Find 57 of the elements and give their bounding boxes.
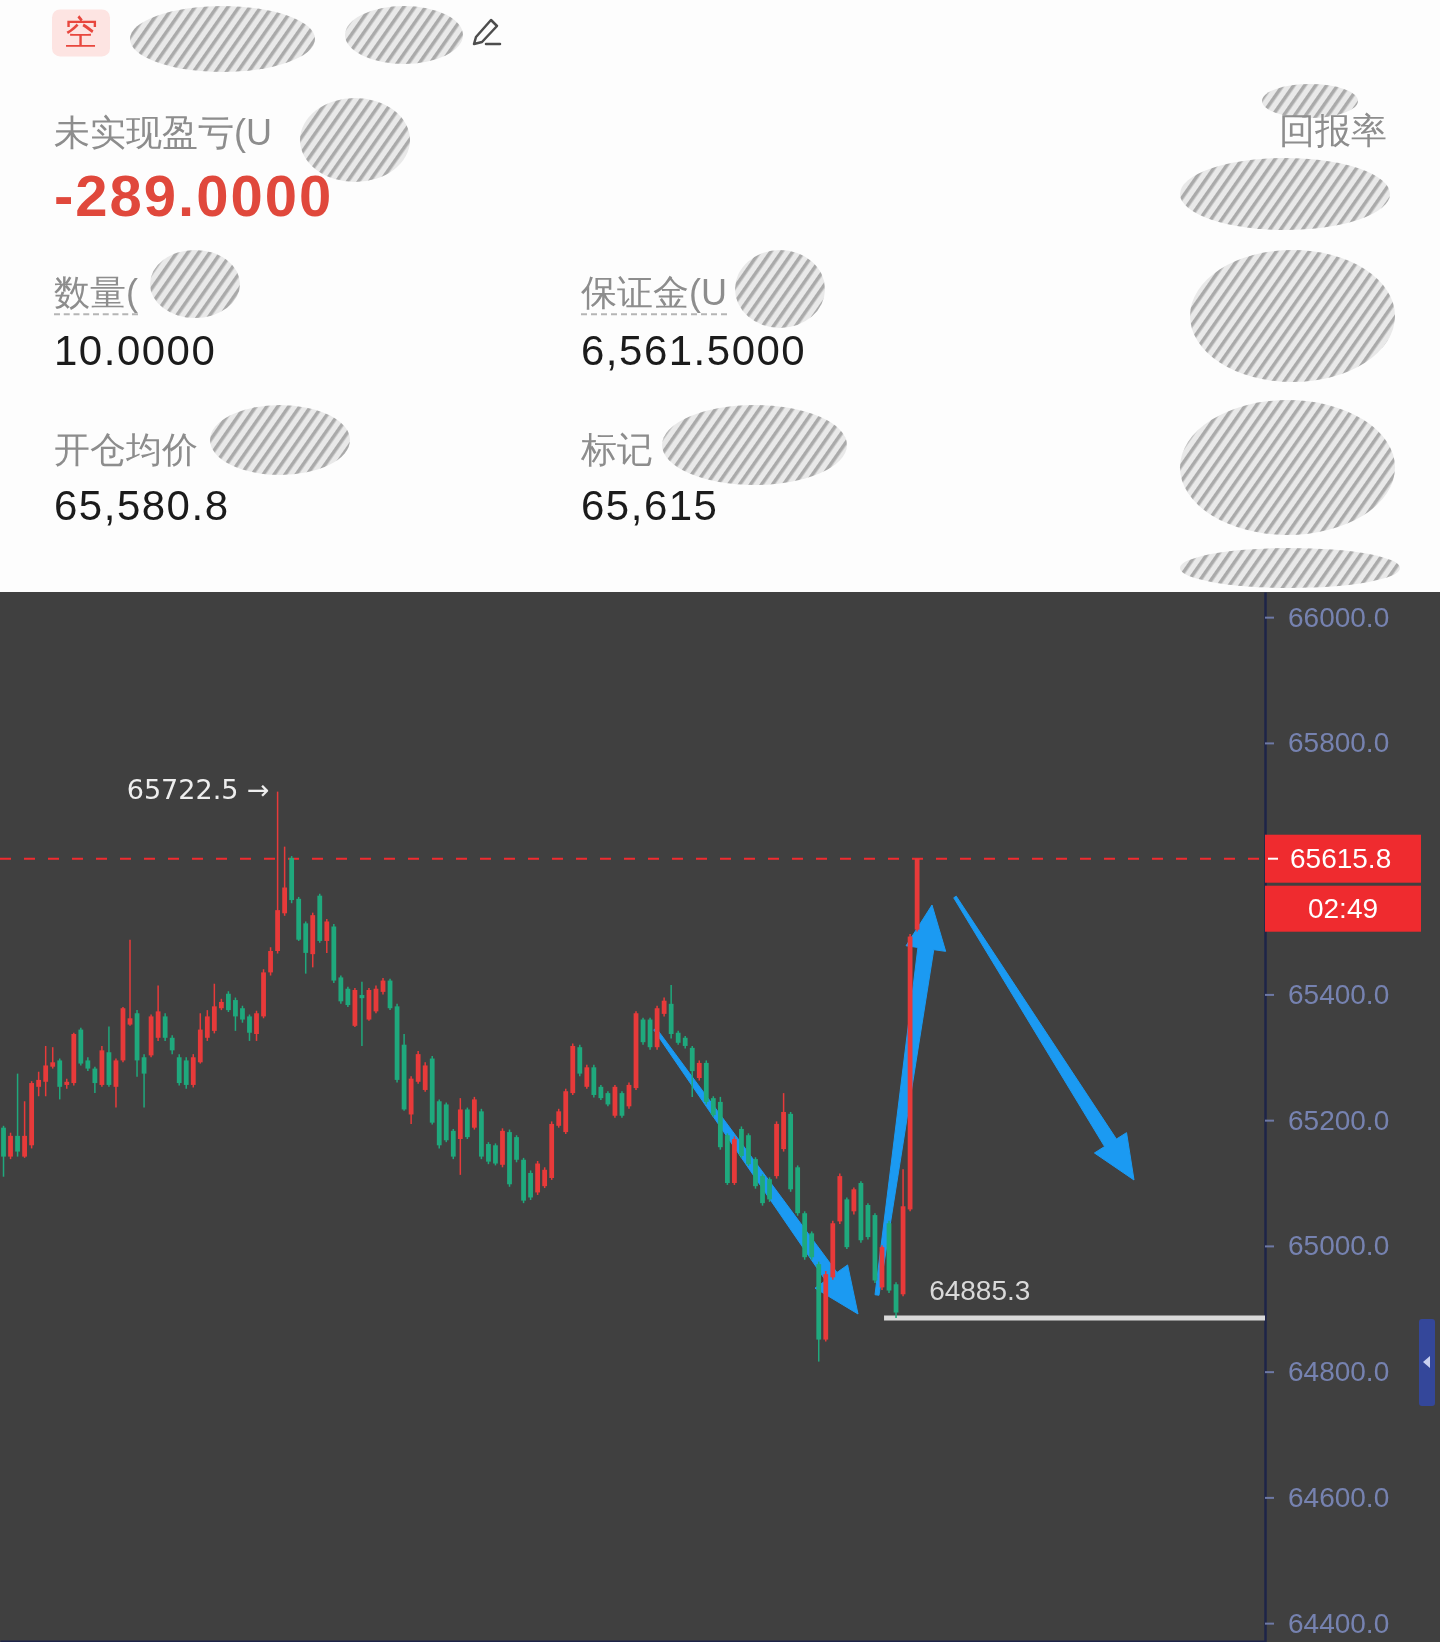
candlestick: [710, 1095, 716, 1118]
text: 6,561.5000: [581, 326, 807, 376]
candlestick: [233, 996, 238, 1032]
y-tick-label: 64800.0: [1288, 1356, 1390, 1388]
candlestick: [345, 986, 351, 1008]
annotation: 65722.5 →: [126, 774, 270, 806]
candlestick: [247, 1013, 252, 1042]
candlestick: [268, 946, 273, 977]
y-tick-label: 65400.0: [1288, 978, 1390, 1010]
y-tick-label: 64600.0: [1288, 1481, 1390, 1513]
candlestick: [689, 1045, 695, 1098]
candlestick: [226, 990, 231, 1013]
text: 未实现盈亏(U: [54, 112, 272, 154]
y-tick-label: 65200.0: [1288, 1104, 1390, 1136]
candlestick: [22, 1100, 27, 1159]
candlestick: [92, 1065, 98, 1094]
candlestick: [661, 996, 667, 1018]
candlestick: [542, 1166, 548, 1189]
candlestick: [809, 1230, 815, 1261]
candlestick: [556, 1108, 562, 1129]
candlestick: [204, 1009, 210, 1042]
candlestick: [493, 1142, 498, 1167]
candlestick: [584, 1064, 590, 1090]
text: 数量(: [54, 272, 138, 314]
candlestick: [127, 938, 133, 1027]
candlestick: [254, 1009, 259, 1042]
candlestick: [64, 1077, 70, 1090]
candlestick: [8, 1131, 13, 1160]
y-tick-label: 65800.0: [1288, 727, 1390, 759]
text: 10.0000: [54, 326, 217, 376]
text: 保证金(U: [581, 272, 727, 314]
text: 回报率: [1279, 110, 1387, 152]
candlestick: [851, 1186, 857, 1216]
candlestick: [696, 1059, 702, 1082]
candlestick: [767, 1176, 772, 1203]
candlestick: [162, 1012, 168, 1042]
text: 标记: [581, 429, 653, 471]
y-tick-label: 64400.0: [1288, 1607, 1390, 1639]
y-tick-label: 65000.0: [1288, 1230, 1390, 1262]
ref-line-label: 65615.8: [1290, 843, 1392, 875]
text: 开仓均价: [54, 429, 198, 471]
candlestick: [338, 974, 344, 1005]
candlestick: [486, 1141, 491, 1165]
candlestick: [36, 1070, 42, 1097]
candlestick: [324, 918, 330, 954]
text: 65,615: [581, 481, 719, 531]
text: -289.0000: [54, 162, 334, 230]
text: 65,580.8: [54, 481, 230, 531]
text: 空: [52, 9, 110, 57]
text: 02:49: [1307, 893, 1379, 925]
y-tick-label: 66000.0: [1288, 601, 1390, 633]
candlestick: [514, 1134, 519, 1164]
candlestick: [50, 1046, 56, 1070]
candlestick: [169, 1034, 175, 1055]
ref-line-label: 64885.3: [929, 1274, 1031, 1306]
candlestick: [15, 1072, 20, 1158]
candlestick: [43, 1045, 49, 1097]
